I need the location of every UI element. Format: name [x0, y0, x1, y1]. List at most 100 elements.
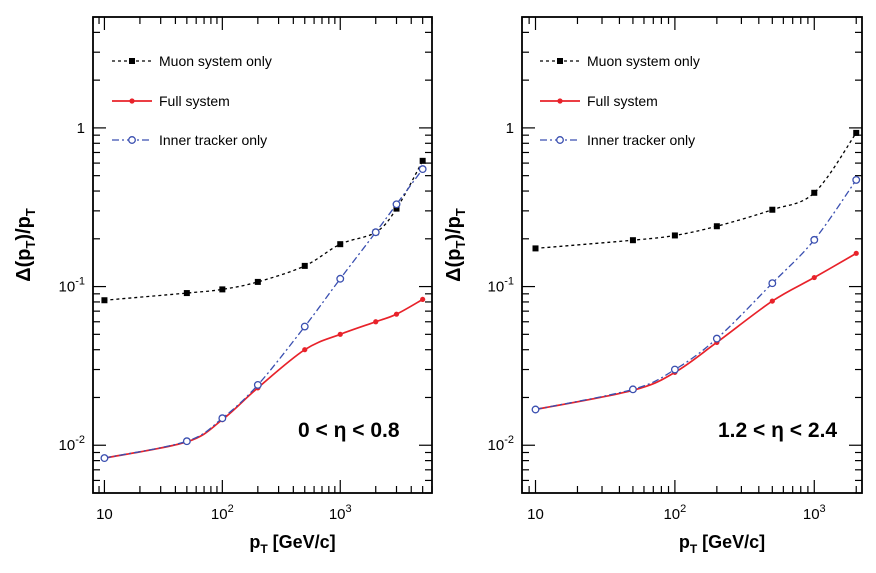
y-tick-label: 1: [77, 120, 85, 137]
data-point: [768, 279, 777, 288]
data-point: [852, 175, 861, 184]
x-label-subscript: T: [690, 542, 698, 556]
legend-marker-full-system: [557, 98, 563, 104]
y-label-part: Δ(p: [443, 249, 465, 282]
legend-marker-inner-tracker-only: [128, 136, 136, 144]
data-point: [302, 347, 308, 353]
tick-exponent: -2: [504, 434, 514, 446]
tick-base: 10: [663, 506, 680, 523]
y-axis-label: Δ(pT)/pT: [443, 208, 468, 282]
data-point: [811, 189, 818, 196]
x-tick-label: 10: [527, 506, 544, 523]
data-point: [671, 232, 678, 239]
x-axis-label: pT [GeV/c]: [679, 532, 765, 556]
series-line-inner-tracker-only: [104, 168, 424, 459]
y-axis-label: Δ(pT)/pT: [13, 208, 38, 282]
y-tick-label: 1: [506, 120, 514, 137]
y-label-part: )/p: [13, 216, 35, 240]
x-tick-label: 10: [96, 506, 113, 523]
series-full-system: [532, 250, 859, 413]
tick-exponent: 3: [346, 503, 352, 515]
x-tick-label: 103: [803, 503, 826, 523]
series-inner-tracker-only: [100, 165, 427, 463]
y-label-subscript: T: [23, 208, 38, 216]
y-label-subscript: T: [453, 241, 468, 249]
data-point: [532, 245, 539, 252]
x-label-main: p: [679, 532, 690, 552]
data-point: [853, 250, 859, 256]
y-tick-label: 10-1: [488, 276, 514, 296]
data-point: [100, 454, 109, 463]
data-point: [393, 205, 400, 212]
data-point: [531, 405, 540, 414]
y-label-subscript: T: [453, 208, 468, 216]
data-point: [419, 157, 426, 164]
x-axis-ticks: [521, 17, 857, 493]
legend: Muon system only Full system Inner tracker…: [540, 53, 700, 148]
x-label-subscript: T: [260, 542, 268, 556]
tick-base: 10: [59, 437, 76, 454]
data-point: [183, 290, 190, 297]
tick-base: 10: [59, 279, 76, 296]
legend-label-full-system: Full system: [159, 93, 230, 109]
y-axis-ticks: [93, 16, 432, 494]
data-point: [392, 200, 401, 209]
tick-exponent: 3: [820, 503, 826, 515]
data-point: [393, 311, 400, 317]
eta-range-annotation: 0 < η < 0.8: [298, 419, 400, 442]
tick-exponent: -2: [75, 434, 85, 446]
tick-exponent: -1: [75, 276, 85, 288]
x-label-unit: [GeV/c]: [268, 532, 336, 552]
x-label-main: p: [249, 532, 260, 552]
data-point: [810, 235, 819, 244]
legend-marker-muon-system-only: [557, 58, 563, 64]
legend-marker-full-system: [129, 98, 135, 104]
legend-label-muon-system-only: Muon system only: [587, 53, 700, 69]
y-tick-label: 10-2: [59, 434, 85, 454]
tick-base: 1: [506, 120, 514, 137]
x-tick-label: 102: [211, 503, 234, 523]
data-point: [853, 129, 860, 136]
plot-frame: [521, 16, 863, 494]
x-tick-label: 102: [663, 503, 686, 523]
series-inner-tracker-only: [531, 175, 861, 414]
legend-marker-muon-system-only: [129, 58, 135, 64]
data-point: [712, 334, 721, 343]
data-point: [182, 437, 191, 446]
plot-frame: [92, 16, 433, 494]
y-label-part: )/p: [443, 216, 465, 240]
y-label-subscript: T: [23, 241, 38, 249]
legend-label-inner-tracker-only: Inner tracker only: [587, 132, 695, 148]
tick-base: 10: [527, 506, 544, 523]
data-point: [254, 278, 261, 285]
legend: Muon system only Full system Inner tracker…: [112, 53, 272, 148]
data-point: [811, 274, 817, 281]
data-point: [373, 319, 379, 325]
y-tick-label: 10-2: [488, 434, 514, 454]
data-point: [337, 331, 343, 337]
series-line-inner-tracker-only: [535, 179, 857, 411]
tick-base: 10: [211, 506, 228, 523]
data-point: [301, 262, 308, 269]
tick-base: 10: [96, 506, 113, 523]
data-point: [769, 206, 776, 213]
legend-label-muon-system-only: Muon system only: [159, 53, 272, 69]
tick-exponent: 2: [680, 503, 686, 515]
y-label-part: Δ(p: [13, 249, 35, 282]
data-point: [371, 228, 380, 237]
data-point: [337, 241, 344, 248]
data-point: [336, 274, 345, 283]
x-label-unit: [GeV/c]: [697, 532, 765, 552]
data-point: [253, 380, 262, 389]
tick-exponent: 2: [228, 503, 234, 515]
series-line-full-system: [535, 252, 857, 411]
tick-base: 10: [488, 279, 505, 296]
data-point: [300, 322, 309, 331]
series-line-muon-system-only: [535, 132, 857, 250]
data-point: [101, 297, 108, 304]
x-tick-label: 103: [329, 503, 352, 523]
legend-label-full-system: Full system: [587, 93, 658, 109]
tick-exponent: -1: [504, 276, 514, 288]
